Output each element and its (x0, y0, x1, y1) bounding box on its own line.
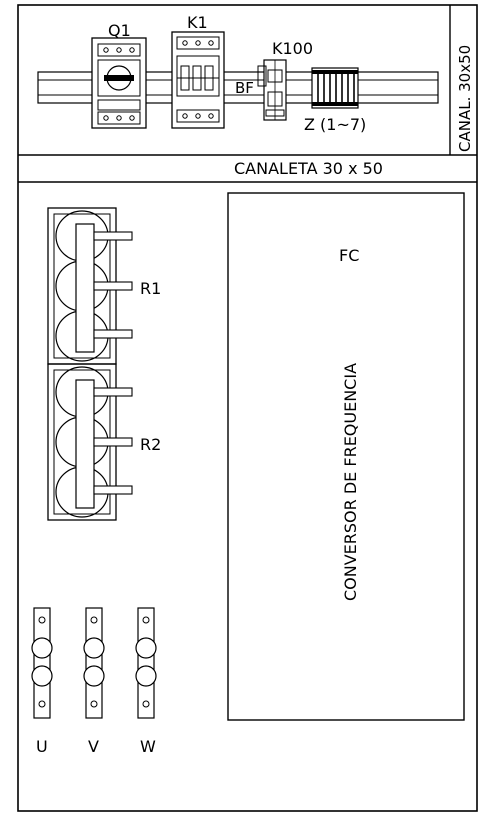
output-terminals (31, 607, 157, 719)
resistor-bank (47, 207, 133, 521)
terminal-v (83, 607, 105, 719)
k100-relay (257, 59, 287, 121)
conversor-label: CONVERSOR DE FREQUENCIA (341, 363, 360, 601)
terminal-w (135, 607, 157, 719)
z-label: Z (1~7) (304, 115, 366, 134)
frequency-converter-box (227, 192, 465, 721)
fc-label: FC (339, 246, 359, 265)
k1-contactor (171, 31, 225, 129)
terminal-u (31, 607, 53, 719)
z-terminal-block (311, 67, 359, 109)
resistor-r1 (47, 207, 133, 365)
canal-side-label: CANAL. 30x50 (456, 45, 474, 152)
u-label: U (36, 737, 48, 756)
resistor-r2 (47, 363, 133, 521)
v-label: V (88, 737, 99, 756)
panel-frame (17, 4, 478, 812)
k1-label: K1 (187, 13, 208, 32)
bf-label: BF (235, 79, 254, 97)
canaleta-label: CANALETA 30 x 50 (234, 159, 383, 178)
k100-label: K100 (272, 39, 313, 58)
r1-label: R1 (140, 279, 161, 298)
q1-breaker (91, 37, 147, 129)
q1-label: Q1 (108, 21, 131, 40)
r2-label: R2 (140, 435, 161, 454)
w-label: W (140, 737, 156, 756)
